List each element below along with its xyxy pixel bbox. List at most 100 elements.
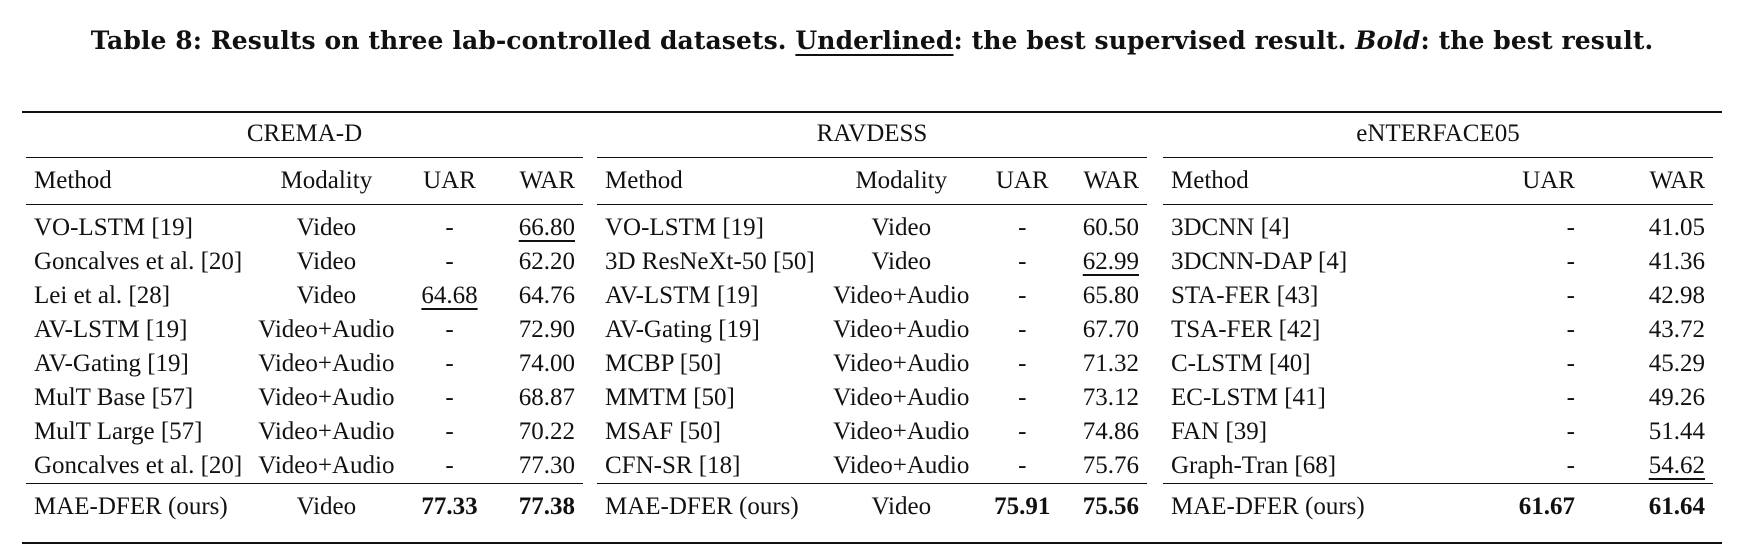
cell-war: 67.70 <box>1065 313 1147 347</box>
ravdess-title: RAVDESS <box>597 111 1147 158</box>
cell-uar-text: 64.68 <box>421 282 478 309</box>
cell-uar-text: - <box>445 214 454 241</box>
cell-uar: - <box>402 347 496 381</box>
cell-method-text: MulT Large [57] <box>34 418 203 445</box>
cell-war: 62.99 <box>1065 245 1147 279</box>
table-row: FAN [39] - 51.44 <box>1163 415 1713 449</box>
cell-method-text: C-LSTM [40] <box>1171 350 1311 377</box>
caption-underlined-word: Underlined <box>795 26 954 55</box>
cell-method-text: 3DCNN-DAP [4] <box>1171 248 1348 275</box>
cell-war-text: 43.72 <box>1648 316 1705 343</box>
cell-uar-text: - <box>1018 282 1027 309</box>
cell-uar: - <box>980 415 1065 449</box>
cell-modality: Video+Audio <box>250 381 402 415</box>
cell-war: 62.20 <box>497 245 583 279</box>
cell-method: MAE-DFER (ours) <box>1163 483 1453 530</box>
cell-uar: - <box>980 449 1065 484</box>
cell-war-text: 41.36 <box>1648 248 1705 275</box>
table-row: EC-LSTM [41] - 49.26 <box>1163 381 1713 415</box>
cell-war-text: 62.99 <box>1082 248 1139 275</box>
cell-uar: - <box>980 279 1065 313</box>
cell-war: 60.50 <box>1065 205 1147 246</box>
cell-war: 45.29 <box>1583 347 1713 381</box>
cell-method-text: 3DCNN [4] <box>1171 214 1290 241</box>
table-row: TSA-FER [42] - 43.72 <box>1163 313 1713 347</box>
cell-war: 74.86 <box>1065 415 1147 449</box>
cell-method-text: CFN-SR [18] <box>605 452 741 479</box>
table-row: MCBP [50] Video+Audio - 71.32 <box>597 347 1147 381</box>
cell-uar: - <box>402 381 496 415</box>
cell-uar: - <box>980 347 1065 381</box>
cell-modality-text: Video+Audio <box>833 384 970 411</box>
cell-method-text: AV-LSTM [19] <box>605 282 759 309</box>
cell-modality-text: Video+Audio <box>258 316 395 343</box>
cell-method-text: Graph-Tran [68] <box>1171 452 1337 479</box>
cell-uar-text: - <box>1018 452 1027 479</box>
cell-war-text: 54.62 <box>1648 452 1705 479</box>
cell-uar: - <box>1453 381 1583 415</box>
cell-modality: Video <box>250 279 402 313</box>
cell-uar: - <box>980 381 1065 415</box>
cell-uar: - <box>1453 449 1583 484</box>
cell-method: EC-LSTM [41] <box>1163 381 1453 415</box>
cell-modality-text: Video+Audio <box>258 452 395 479</box>
cell-modality: Video+Audio <box>823 313 980 347</box>
cell-war: 71.32 <box>1065 347 1147 381</box>
cell-uar-text: - <box>445 418 454 445</box>
cell-uar: - <box>402 415 496 449</box>
table-row: C-LSTM [40] - 45.29 <box>1163 347 1713 381</box>
cell-method-text: AV-Gating [19] <box>605 316 760 343</box>
crema-d-ours-row: MAE-DFER (ours) Video 77.33 77.38 <box>26 483 583 530</box>
cell-method-text: Goncalves et al. [20] <box>34 452 243 479</box>
table-bottom-rule <box>22 542 1722 544</box>
cell-uar-text: - <box>1018 384 1027 411</box>
cell-method-text: EC-LSTM [41] <box>1171 384 1326 411</box>
cell-method: STA-FER [43] <box>1163 279 1453 313</box>
caption-text: : the best supervised result. <box>953 26 1356 55</box>
table-row: MSAF [50] Video+Audio - 74.86 <box>597 415 1147 449</box>
table-row: Lei et al. [28] Video 64.68 64.76 <box>26 279 583 313</box>
cell-war: 75.76 <box>1065 449 1147 484</box>
cell-war: 54.62 <box>1583 449 1713 484</box>
cell-uar-text: - <box>1566 248 1575 275</box>
cell-uar-text: - <box>1018 316 1027 343</box>
cell-war: 77.30 <box>497 449 583 484</box>
cell-method: MSAF [50] <box>597 415 823 449</box>
cell-war-text: 66.80 <box>518 214 575 241</box>
cell-method: C-LSTM [40] <box>1163 347 1453 381</box>
cell-method: MAE-DFER (ours) <box>26 483 251 530</box>
enterface05-block: eNTERFACE05 Method UAR WAR 3DCNN [4] - 41.… <box>1163 111 1713 530</box>
cell-war-text: 68.87 <box>518 384 575 411</box>
cell-modality: Video <box>250 245 402 279</box>
cell-method: 3D ResNeXt-50 [50] <box>597 245 823 279</box>
cell-method: Lei et al. [28] <box>26 279 250 313</box>
cell-method: MAE-DFER (ours) <box>597 483 823 530</box>
cell-method: TSA-FER [42] <box>1163 313 1453 347</box>
header-uar: UAR <box>1453 157 1583 205</box>
enterface05-ours-row: MAE-DFER (ours) 61.67 61.64 <box>1163 483 1713 530</box>
cell-method-text: MCBP [50] <box>605 350 722 377</box>
cell-method-text: Goncalves et al. [20] <box>34 248 243 275</box>
cell-modality-text: Video+Audio <box>833 452 970 479</box>
cell-war: 49.26 <box>1583 381 1713 415</box>
cell-method: 3DCNN-DAP [4] <box>1163 245 1453 279</box>
cell-war-text: 71.32 <box>1082 350 1139 377</box>
header-war: WAR <box>496 157 583 205</box>
cell-method-text: VO-LSTM [19] <box>605 214 765 241</box>
cell-uar: - <box>402 205 496 246</box>
cell-method: 3DCNN [4] <box>1163 205 1453 246</box>
cell-uar: - <box>1453 415 1583 449</box>
cell-method-text: AV-LSTM [19] <box>34 316 188 343</box>
cell-method: AV-Gating [19] <box>597 313 823 347</box>
cell-war: 68.87 <box>497 381 583 415</box>
cell-modality: Video <box>822 483 980 530</box>
cell-war: 41.05 <box>1583 205 1713 246</box>
cell-uar: - <box>1453 313 1583 347</box>
cell-modality-text: Video <box>871 214 932 241</box>
cell-modality: Video <box>823 205 980 246</box>
cell-war: 51.44 <box>1583 415 1713 449</box>
cell-war-text: 73.12 <box>1082 384 1139 411</box>
header-method: Method <box>26 157 251 205</box>
ravdess-table: RAVDESS Method Modality UAR WAR VO-LSTM … <box>597 111 1147 530</box>
cell-modality-text: Video <box>296 214 357 241</box>
